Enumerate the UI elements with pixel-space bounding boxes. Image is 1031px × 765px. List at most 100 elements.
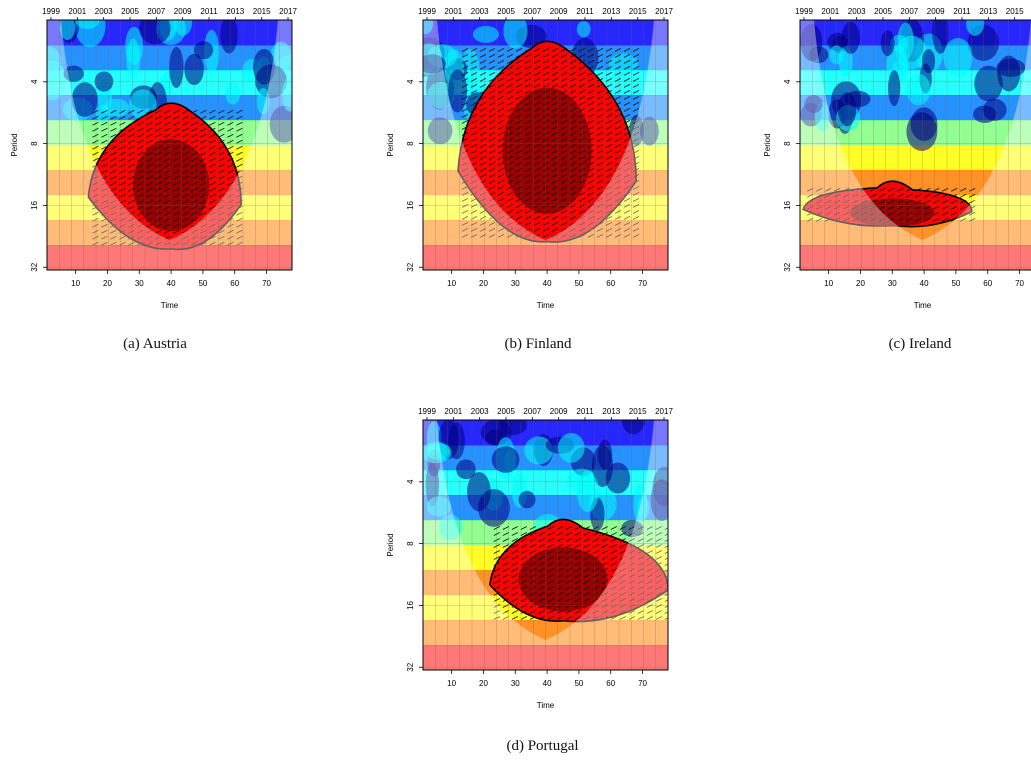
phase-arrow — [623, 186, 631, 190]
phase-arrow — [646, 538, 653, 542]
phase-arrow — [569, 180, 577, 184]
phase-arrow — [529, 580, 536, 584]
phase-arrow — [587, 138, 595, 142]
phase-arrow — [488, 174, 496, 178]
phase-arrow — [227, 205, 234, 210]
phase-arrow — [655, 538, 662, 542]
phase-arrow — [182, 121, 189, 126]
power-blob — [922, 49, 936, 74]
phase-arrow — [200, 151, 207, 156]
phase-arrow — [538, 532, 545, 536]
phase-arrow — [146, 157, 153, 162]
power-blob — [524, 436, 554, 465]
phase-arrow — [101, 241, 108, 246]
phase-arrows — [461, 48, 640, 238]
phase-arrow — [542, 174, 550, 178]
phase-arrow — [542, 126, 550, 130]
phase-arrow — [502, 526, 509, 530]
phase-arrow — [565, 556, 572, 560]
phase-arrow — [646, 562, 653, 566]
power-blob — [220, 20, 238, 54]
year-tick-label: 2011 — [576, 7, 594, 16]
phase-arrow — [506, 60, 514, 64]
phase-arrow — [551, 210, 559, 214]
phase-arrow — [236, 151, 243, 156]
phase-arrow — [191, 187, 198, 192]
phase-arrow — [596, 228, 604, 232]
phase-arrow — [529, 556, 536, 560]
phase-arrow — [614, 186, 622, 190]
power-blob — [906, 73, 931, 106]
phase-arrow — [614, 144, 622, 148]
phase-arrow — [461, 48, 469, 52]
phase-arrow — [605, 72, 613, 76]
phase-arrow — [592, 538, 599, 542]
phase-arrow — [182, 139, 189, 144]
phase-arrow — [596, 180, 604, 184]
phase-arrow — [610, 544, 617, 548]
phase-arrow — [632, 60, 640, 64]
phase-arrow — [547, 580, 554, 584]
phase-arrow — [506, 162, 514, 166]
phase-arrow — [488, 108, 496, 112]
phase-arrow — [479, 132, 487, 136]
power-blob — [639, 116, 659, 146]
phase-arrow — [155, 223, 162, 228]
phase-arrow — [92, 211, 99, 216]
phase-arrow — [497, 222, 505, 226]
phase-arrow — [191, 133, 198, 138]
x-tick-label: 20 — [103, 279, 112, 288]
phase-arrow — [843, 187, 850, 192]
phase-arrow — [479, 186, 487, 190]
phase-arrow — [493, 592, 500, 596]
phase-arrow — [461, 78, 469, 82]
phase-arrow — [578, 192, 586, 196]
phase-arrow — [128, 181, 135, 186]
phase-arrow — [191, 163, 198, 168]
phase-arrow — [605, 96, 613, 100]
power-blob — [498, 420, 527, 435]
power-blob — [71, 82, 98, 117]
phase-arrow — [155, 151, 162, 156]
phase-arrow — [146, 175, 153, 180]
phase-arrow — [227, 133, 234, 138]
phase-arrow — [529, 610, 536, 614]
phase-arrow — [610, 556, 617, 560]
grid — [422, 420, 669, 670]
phase-arrow — [506, 228, 514, 232]
phase-arrow — [605, 192, 613, 196]
phase-arrow — [614, 234, 622, 238]
phase-arrow — [236, 205, 243, 210]
phase-arrow — [461, 72, 469, 76]
phase-arrow — [547, 562, 554, 566]
year-tick-label: 2007 — [523, 407, 541, 416]
phase-arrow — [506, 192, 514, 196]
phase-arrow — [560, 228, 568, 232]
phase-arrow — [569, 174, 577, 178]
phase-arrow — [569, 84, 577, 88]
phase-arrow — [191, 109, 198, 114]
phase-arrow — [933, 187, 940, 192]
phase-arrow — [623, 168, 631, 172]
phase-arrow — [488, 48, 496, 52]
phase-arrow — [565, 544, 572, 548]
phase-arrow — [605, 90, 613, 94]
phase-arrow — [906, 205, 913, 210]
phase-arrow — [547, 544, 554, 548]
phase-arrow — [128, 175, 135, 180]
phase-arrow — [628, 562, 635, 566]
phase-arrow — [605, 174, 613, 178]
phase-arrow — [951, 211, 958, 216]
phase-arrow — [565, 604, 572, 608]
phase-arrow — [583, 592, 590, 596]
phase-arrow — [511, 586, 518, 590]
caption-ireland: (c) Ireland — [888, 336, 952, 352]
phase-arrow — [182, 181, 189, 186]
power-blob — [169, 46, 184, 89]
phase-arrow — [128, 121, 135, 126]
phase-arrow — [551, 234, 559, 238]
phase-arrow — [623, 180, 631, 184]
phase-arrow — [560, 222, 568, 226]
phase-arrow — [520, 574, 527, 578]
phase-arrow — [574, 574, 581, 578]
